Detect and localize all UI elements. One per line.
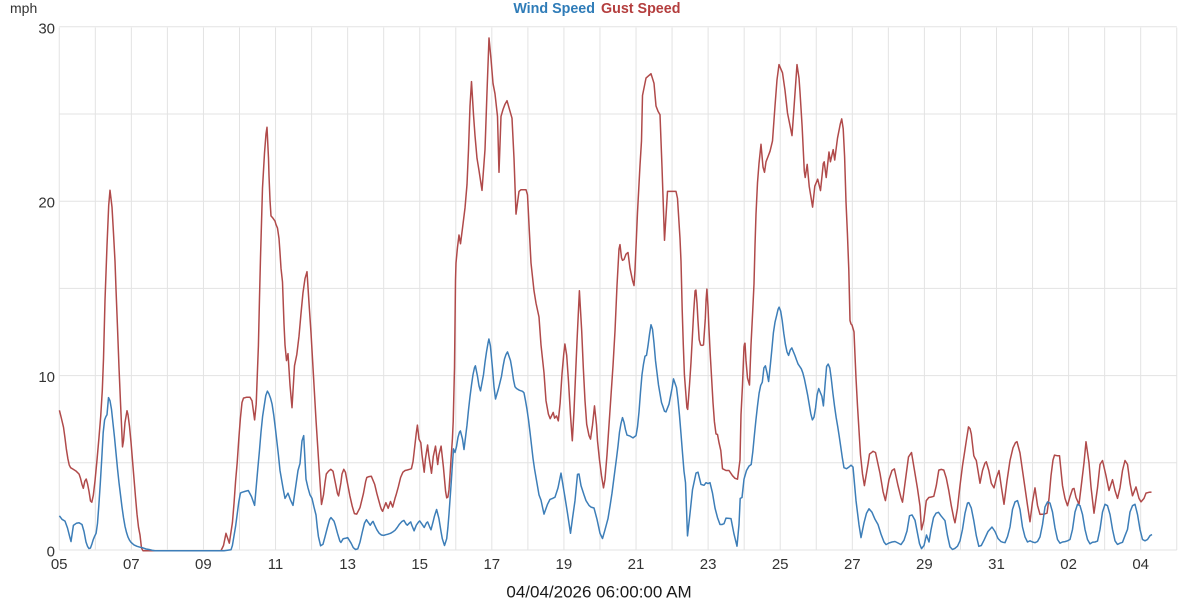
svg-text:09: 09 [195,556,212,573]
svg-text:23: 23 [700,556,717,573]
svg-text:20: 20 [38,195,55,212]
svg-text:Wind Speed: Wind Speed [513,1,595,17]
svg-text:mph: mph [10,0,37,16]
svg-text:15: 15 [411,556,428,573]
svg-text:04/04/2026 06:00:00 AM: 04/04/2026 06:00:00 AM [506,583,691,601]
svg-text:05: 05 [51,556,68,573]
svg-text:02: 02 [1060,556,1077,573]
svg-text:17: 17 [483,556,500,573]
svg-text:10: 10 [38,369,55,386]
svg-text:13: 13 [339,556,356,573]
svg-text:25: 25 [772,556,789,573]
svg-text:29: 29 [916,556,933,573]
svg-text:11: 11 [268,556,284,573]
svg-text:31: 31 [988,556,1005,573]
svg-text:19: 19 [556,556,573,573]
svg-text:21: 21 [628,556,645,573]
svg-text:07: 07 [123,556,140,573]
svg-text:Gust Speed: Gust Speed [601,1,680,17]
svg-text:04: 04 [1132,556,1149,573]
svg-text:27: 27 [844,556,861,573]
svg-text:0: 0 [47,544,55,561]
svg-text:30: 30 [38,20,55,37]
